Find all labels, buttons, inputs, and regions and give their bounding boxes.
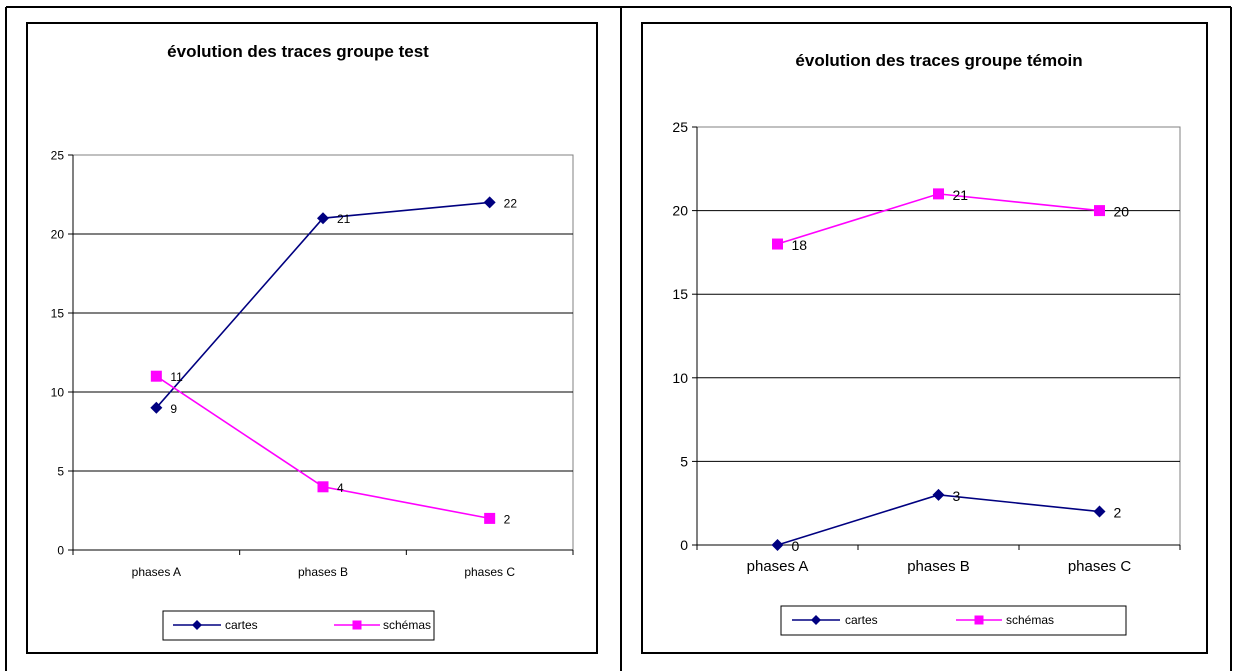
data-label: 21 — [337, 212, 351, 226]
y-tick-label: 25 — [672, 119, 688, 135]
data-label: 9 — [170, 402, 177, 416]
legend-marker-diamond — [811, 615, 821, 625]
y-tick-label: 5 — [680, 453, 688, 469]
x-tick-label: phases C — [464, 565, 515, 579]
y-tick-label: 25 — [51, 148, 65, 162]
data-label: 0 — [792, 538, 800, 554]
y-tick-label: 15 — [672, 286, 688, 302]
legend-marker-square — [352, 620, 362, 630]
data-label: 11 — [170, 370, 183, 384]
gridlines — [73, 233, 573, 472]
series-layer: 0 3 2 18 21 20 — [771, 187, 1130, 554]
point-diamond — [932, 488, 945, 501]
point-square — [1094, 205, 1105, 217]
point-square — [317, 481, 329, 493]
point-square — [150, 370, 162, 382]
data-label: 22 — [504, 196, 518, 210]
x-tick-label: phases A — [132, 565, 181, 579]
data-label: 3 — [953, 488, 961, 504]
y-tick-label: 15 — [51, 306, 65, 320]
x-tick-label: phases A — [747, 558, 809, 575]
chart-groupe-test: évolution des traces groupe test 0 5 10 15 2… — [26, 22, 598, 654]
legend-label: cartes — [225, 618, 258, 632]
series-layer: 9 21 22 11 4 2 — [150, 196, 517, 526]
chart-title: évolution des traces groupe témoin — [795, 51, 1082, 70]
legend-marker-diamond — [192, 620, 202, 630]
data-label: 18 — [792, 237, 808, 253]
legend: cartes schémas — [792, 613, 1054, 627]
point-square — [933, 188, 944, 200]
point-square — [484, 512, 496, 524]
point-diamond — [483, 196, 496, 209]
y-tick-label: 20 — [672, 203, 688, 219]
y-tick-label: 10 — [51, 385, 65, 399]
data-label: 4 — [337, 481, 344, 495]
point-diamond — [771, 539, 784, 551]
point-diamond — [317, 212, 329, 225]
y-tick-label: 20 — [51, 227, 65, 241]
legend-label: cartes — [845, 613, 878, 627]
point-diamond — [150, 401, 163, 414]
x-tick-label: phases C — [1068, 558, 1132, 575]
y-tick-label: 10 — [672, 370, 688, 386]
legend-label: schémas — [383, 618, 431, 632]
y-tick-label: 0 — [680, 537, 688, 553]
legend-label: schémas — [1006, 613, 1054, 627]
legend: cartes schémas — [173, 618, 431, 632]
point-square — [772, 238, 783, 250]
x-tick-label: phases B — [907, 558, 970, 575]
point-diamond — [1093, 505, 1106, 518]
data-label: 2 — [504, 512, 511, 526]
y-tick-label: 5 — [57, 464, 64, 478]
chart-groupe-temoin: évolution des traces groupe témoin 0 5 10 1… — [641, 22, 1208, 654]
y-tick-labels: 0 5 10 15 20 25 — [51, 148, 74, 557]
x-tick-labels: phases A phases B phases C — [72, 549, 574, 579]
chart-title: évolution des traces groupe test — [167, 42, 429, 61]
y-tick-label: 0 — [57, 543, 64, 557]
x-tick-labels: phases A phases B phases C — [696, 544, 1181, 575]
x-tick-label: phases B — [298, 565, 348, 579]
legend-marker-square — [974, 615, 984, 625]
data-label: 21 — [953, 187, 969, 203]
y-tick-labels: 0 5 10 15 20 25 — [672, 119, 698, 553]
data-label: 20 — [1114, 204, 1130, 220]
data-label: 2 — [1114, 505, 1122, 521]
